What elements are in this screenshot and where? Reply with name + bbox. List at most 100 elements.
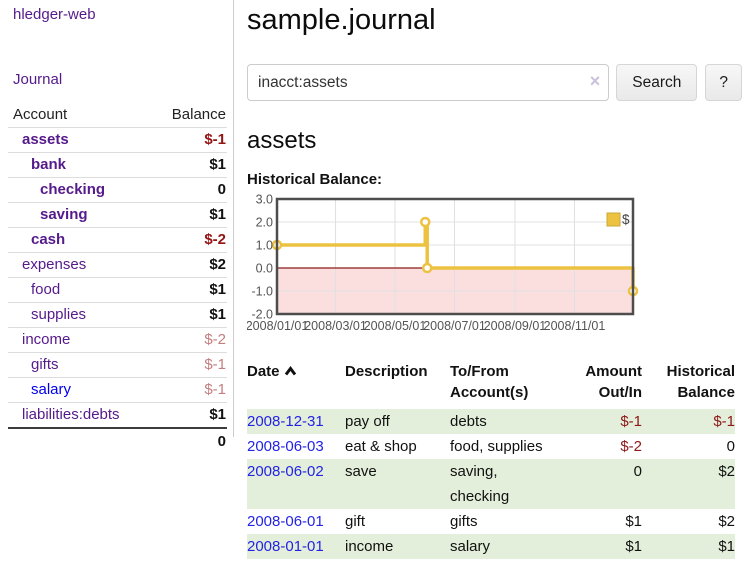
sort-by-date-header[interactable]: Date — [247, 361, 345, 403]
transaction-accounts: saving, checking — [450, 463, 510, 505]
transaction-amount: $-2 — [620, 438, 642, 455]
account-row: assets $-1 — [8, 127, 227, 152]
account-link-cash[interactable]: cash — [31, 231, 66, 248]
data-point — [420, 216, 431, 228]
page-title: sample.journal — [247, 4, 436, 36]
account-link-expenses[interactable]: expenses — [22, 256, 87, 273]
transaction-description: save — [345, 463, 377, 480]
account-row: income $-2 — [8, 327, 227, 352]
transaction-balance: 0 — [726, 438, 735, 455]
account-link-gifts[interactable]: gifts — [31, 356, 59, 373]
transaction-balance: $2 — [718, 463, 735, 480]
transaction-amount: $-1 — [620, 413, 642, 430]
account-column-header: Account — [13, 106, 68, 123]
transaction-date-link[interactable]: 2008-01-01 — [247, 538, 324, 555]
account-balance: $-1 — [204, 356, 226, 373]
accounts-total-row: 0 — [8, 427, 227, 454]
amount-header: Amount Out/In — [585, 363, 642, 401]
y-tick-label: 0.0 — [256, 262, 273, 276]
sidebar: hledger-web Journal Account Balance asse… — [0, 0, 233, 582]
account-link-food[interactable]: food — [31, 281, 61, 298]
account-balance: $1 — [209, 156, 226, 173]
account-row: supplies $1 — [8, 302, 227, 327]
transaction-balance: $-1 — [713, 413, 735, 430]
register-table: Date Description To/From Account(s) Amoun… — [247, 361, 735, 559]
x-tick-label: 2008/11/01 — [544, 319, 606, 333]
balance-column-header: Balance — [171, 106, 226, 123]
account-balance: $1 — [209, 281, 226, 298]
account-balance: $1 — [209, 206, 226, 223]
account-row: checking 0 — [8, 177, 227, 202]
transaction-description: income — [345, 538, 394, 555]
account-link-salary[interactable]: salary — [31, 381, 72, 398]
search-bar: × Search ? — [247, 64, 742, 101]
account-row: gifts $-1 — [8, 352, 227, 377]
legend-swatch — [606, 212, 621, 227]
account-row: liabilities:debts $1 — [8, 402, 227, 427]
transaction-accounts: food, supplies — [450, 438, 543, 455]
plot-border — [275, 197, 635, 316]
account-balance: $2 — [209, 256, 226, 273]
account-link-assets[interactable]: assets — [22, 131, 69, 148]
legend-label: $ — [622, 212, 630, 227]
register-header-row: Date Description To/From Account(s) Amoun… — [247, 361, 735, 403]
x-tick-label: 2008/01/01 — [247, 319, 308, 333]
transaction-balance: $1 — [718, 538, 735, 555]
account-link-saving[interactable]: saving — [40, 206, 88, 223]
transaction-accounts: gifts — [450, 513, 478, 530]
y-tick-label: 2.0 — [256, 216, 273, 230]
transaction-date-link[interactable]: 2008-12-31 — [247, 413, 324, 430]
app-title-link[interactable]: hledger-web — [13, 6, 96, 23]
x-tick-label: 2008/07/01 — [423, 319, 486, 333]
transaction-amount: 0 — [633, 463, 642, 480]
sidebar-item-journal[interactable]: Journal — [13, 71, 63, 88]
transaction-balance: $2 — [718, 513, 735, 530]
account-heading: assets — [247, 127, 317, 154]
account-balance: $1 — [209, 406, 226, 423]
account-balance: 0 — [217, 181, 226, 198]
accounts-total-value: 0 — [217, 433, 226, 450]
search-input[interactable] — [247, 64, 610, 101]
transaction-date-link[interactable]: 2008-06-01 — [247, 513, 324, 530]
account-link-supplies[interactable]: supplies — [31, 306, 87, 323]
account-row: salary $-1 — [8, 377, 227, 402]
table-row: 2008-06-01 gift gifts $1 $2 — [247, 509, 735, 534]
transaction-date-link[interactable]: 2008-06-03 — [247, 438, 324, 455]
transaction-accounts: salary — [450, 538, 491, 555]
account-link-income[interactable]: income — [22, 331, 71, 348]
x-tick-label: 2008/03/01 — [304, 319, 367, 333]
help-button[interactable]: ? — [705, 64, 742, 101]
description-header: Description — [345, 363, 428, 380]
y-tick-label: 3.0 — [256, 193, 273, 207]
y-tick-label: 1.0 — [256, 239, 273, 253]
transaction-date-link[interactable]: 2008-06-02 — [247, 463, 324, 480]
historical-balance-chart: $3.0 2.0 1.0 0.0 -1.0 -2.02008/01/012008/03/0… — [247, 193, 639, 333]
account-balance: $-2 — [204, 331, 226, 348]
account-row: food $1 — [8, 277, 227, 302]
transaction-amount: $1 — [625, 538, 642, 555]
chart-title: Historical Balance: — [247, 171, 383, 188]
accounts-header: To/From Account(s) — [450, 363, 529, 401]
search-button[interactable]: Search — [616, 64, 698, 101]
table-row: 2008-06-03 eat & shop food, supplies $-2 0 — [247, 434, 735, 459]
transaction-description: eat & shop — [345, 438, 417, 455]
account-link-liabilities-debts[interactable]: liabilities:debts — [22, 406, 120, 423]
table-row: 2008-12-31 pay off debts $-1 $-1 — [247, 409, 735, 434]
account-balance: $-2 — [204, 231, 226, 248]
table-row: 2008-06-02 save saving, checking 0 $2 — [247, 459, 735, 509]
balance-header: Historical Balance — [666, 363, 735, 401]
x-tick-label: 2008/05/01 — [364, 319, 427, 333]
transaction-amount: $1 — [625, 513, 642, 530]
data-point — [421, 262, 433, 274]
account-balance: $1 — [209, 306, 226, 323]
accounts-table-header: Account Balance — [8, 103, 227, 127]
account-row: bank $1 — [8, 152, 227, 177]
x-tick-label: 2008/09/01 — [484, 319, 547, 333]
table-row: 2008-01-01 income salary $1 $1 — [247, 534, 735, 559]
account-link-bank[interactable]: bank — [31, 156, 67, 173]
account-row: saving $1 — [8, 202, 227, 227]
clear-search-icon[interactable]: × — [589, 71, 601, 91]
main-content: sample.journal × Search ? assets Histori… — [247, 0, 742, 559]
y-tick-label: -2.0 — [251, 308, 273, 322]
account-link-checking[interactable]: checking — [40, 181, 106, 198]
